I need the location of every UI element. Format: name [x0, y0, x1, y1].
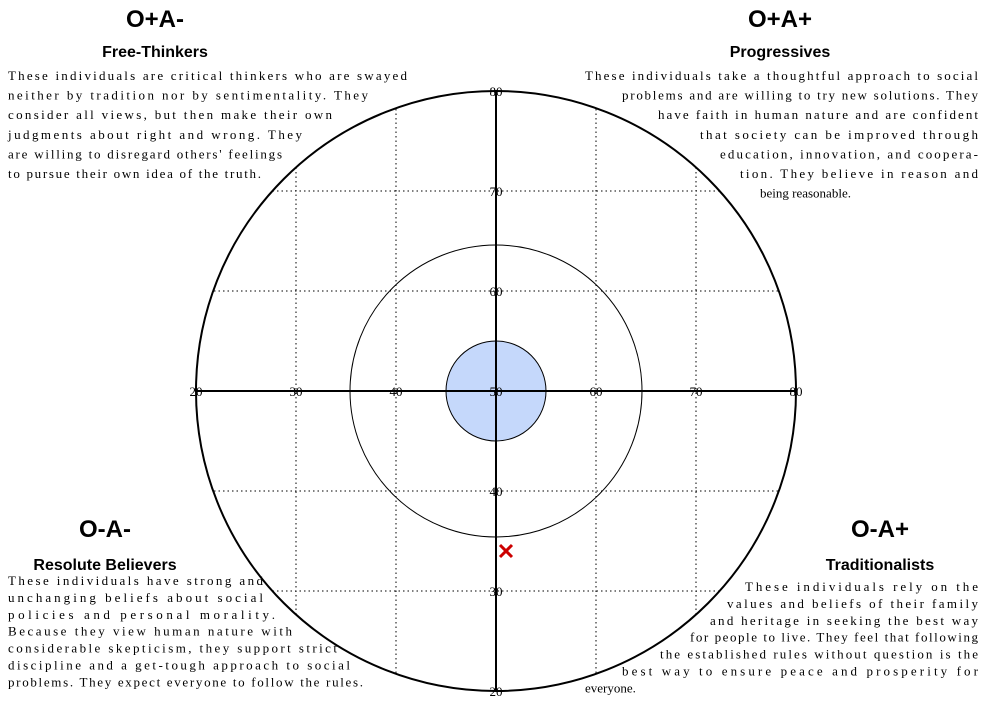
- quadrant-text: These individuals are critical thinkers …: [8, 68, 408, 83]
- x-tick-label: 70: [690, 384, 703, 399]
- y-tick-label: 20: [490, 684, 503, 699]
- x-tick-label: 60: [590, 384, 603, 399]
- quadrant-text: These individuals rely on the: [745, 579, 978, 594]
- quadrant-text: everyone.: [585, 680, 636, 695]
- y-tick-label: 60: [490, 284, 503, 299]
- quadrant-text: considerable skepticism, they support st…: [8, 641, 337, 656]
- quadrant-text: problems and are willing to try new solu…: [622, 88, 979, 103]
- quadrant-text: being reasonable.: [760, 186, 851, 201]
- quadrant-text: are willing to disregard others' feeling…: [8, 146, 282, 161]
- quadrant-title: O+A-: [126, 6, 184, 33]
- quadrant-subtitle: Free-Thinkers: [102, 44, 208, 61]
- x-tick-label: 30: [290, 384, 303, 399]
- quadrant-text: and heritage in seeking the best way: [710, 613, 979, 628]
- quadrant-text: the established rules without question i…: [660, 647, 978, 662]
- quadrant-text: to pursue their own idea of the truth.: [8, 166, 261, 181]
- quadrant-text: unchanging beliefs about social: [8, 590, 263, 605]
- point-marker: [498, 543, 514, 559]
- quadrant-text: policies and personal morality.: [8, 607, 275, 622]
- quadrant-title: O+A+: [748, 6, 812, 33]
- quadrant-text: discipline and a get-tough approach to s…: [8, 658, 350, 673]
- quadrant-text: for people to live. They feel that follo…: [690, 630, 979, 645]
- x-tick-label: 50: [490, 384, 503, 399]
- y-tick-label: 70: [490, 184, 503, 199]
- quadrant-text: have faith in human nature and are confi…: [658, 107, 978, 122]
- quadrant-subtitle: Traditionalists: [826, 557, 935, 574]
- quadrant-text: These individuals have strong and: [8, 573, 264, 588]
- quadrant-text: judgments about right and wrong. They: [7, 127, 303, 142]
- x-tick-label: 20: [190, 384, 203, 399]
- y-tick-label: 80: [490, 84, 503, 99]
- quadrant-text: consider all views, but then make their …: [8, 107, 332, 122]
- x-tick-label: 40: [390, 384, 403, 399]
- quadrant-text: tion. They believe in reason and: [740, 166, 979, 181]
- quadrant-text: that society can be improved through: [700, 127, 979, 142]
- quadrant-subtitle: Resolute Believers: [33, 557, 176, 574]
- quadrant-title: O-A+: [851, 516, 909, 543]
- x-tick-label: 80: [790, 384, 803, 399]
- grid: [196, 91, 796, 691]
- quadrant-text: neither by tradition nor by sentimentali…: [8, 88, 368, 103]
- y-tick-label: 30: [490, 584, 503, 599]
- quadrant-text: education, innovation, and coopera-: [720, 146, 978, 161]
- quadrant-text: values and beliefs of their family: [727, 596, 979, 611]
- quadrant-text: best way to ensure peace and prosperity …: [622, 664, 979, 679]
- quadrant-subtitle: Progressives: [730, 44, 831, 61]
- quadrant-title: O-A-: [79, 516, 131, 543]
- quadrant-text: Because they view human nature with: [8, 624, 292, 639]
- quadrant-text: These individuals take a thoughtful appr…: [585, 68, 978, 83]
- quadrant-text: problems. They expect everyone to follow…: [8, 674, 363, 689]
- y-tick-label: 40: [490, 484, 503, 499]
